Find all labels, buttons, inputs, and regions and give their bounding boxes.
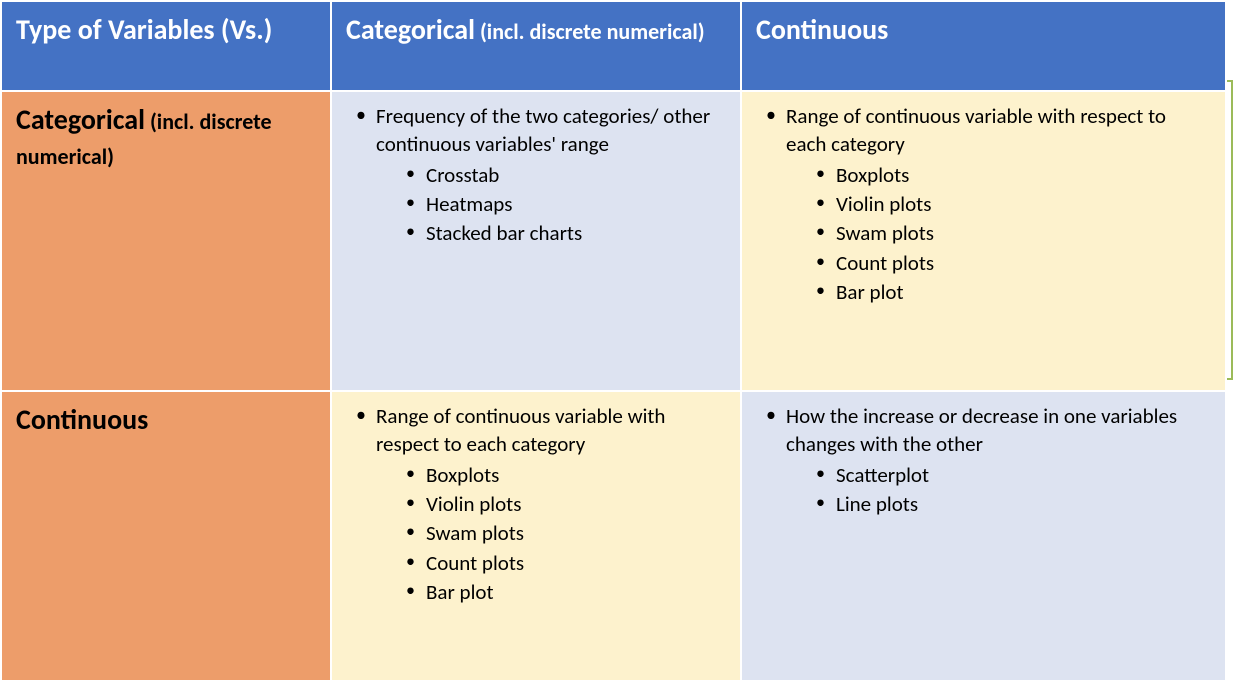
rowheader-r2-main: Continuous (16, 402, 148, 437)
header-corner-text: Type of Variables (Vs.) (16, 12, 272, 47)
list-item: Swam plots (426, 519, 726, 547)
cell-r1c2-items: BoxplotsViolin plotsSwam plotsCount plot… (786, 161, 1211, 307)
list-item: Violin plots (426, 490, 726, 518)
cell-categorical-continuous: Range of continuous variable with respec… (741, 91, 1226, 391)
cell-r2c1-list: Range of continuous variable with respec… (346, 402, 726, 606)
cell-r1c2-list: Range of continuous variable with respec… (756, 102, 1211, 306)
header-col1-sub: (incl. discrete numerical) (475, 18, 705, 45)
list-item: Boxplots (836, 161, 1211, 189)
header-row: Type of Variables (Vs.) Categorical (inc… (1, 1, 1226, 91)
header-col-continuous: Continuous (741, 1, 1226, 91)
rowheader-r1-main: Categorical (16, 102, 145, 137)
rowheader-categorical: Categorical (incl. discrete numerical) (1, 91, 331, 391)
header-col1-main: Categorical (346, 12, 475, 47)
cell-r1c2-lead-text: Range of continuous variable with respec… (786, 103, 1166, 157)
cell-r1c1-list: Frequency of the two categories/ other c… (346, 102, 726, 248)
row-categorical: Categorical (incl. discrete numerical) F… (1, 91, 1226, 391)
list-item: Line plots (836, 490, 1211, 518)
list-item: Swam plots (836, 219, 1211, 247)
list-item: Boxplots (426, 461, 726, 489)
cell-r2c1-lead-text: Range of continuous variable with respec… (376, 403, 665, 457)
list-item: Scatterplot (836, 461, 1211, 489)
cell-r1c1-lead: Frequency of the two categories/ other c… (374, 102, 726, 248)
cell-r2c1-lead: Range of continuous variable with respec… (374, 402, 726, 606)
header-col2-main: Continuous (756, 12, 888, 47)
cell-continuous-categorical: Range of continuous variable with respec… (331, 391, 741, 681)
header-col-categorical: Categorical (incl. discrete numerical) (331, 1, 741, 91)
list-item: Count plots (426, 549, 726, 577)
cell-continuous-continuous: How the increase or decrease in one vari… (741, 391, 1226, 681)
right-bracket-decoration (1227, 80, 1233, 380)
cell-r1c2-lead: Range of continuous variable with respec… (784, 102, 1211, 306)
cell-r1c1-items: CrosstabHeatmapsStacked bar charts (376, 161, 726, 248)
cell-r2c2-list: How the increase or decrease in one vari… (756, 402, 1211, 518)
cell-r2c2-lead: How the increase or decrease in one vari… (784, 402, 1211, 518)
row-continuous: Continuous Range of continuous variable … (1, 391, 1226, 681)
list-item: Bar plot (836, 278, 1211, 306)
cell-r2c2-lead-text: How the increase or decrease in one vari… (786, 403, 1177, 457)
rowheader-continuous: Continuous (1, 391, 331, 681)
list-item: Bar plot (426, 578, 726, 606)
list-item: Stacked bar charts (426, 219, 726, 247)
list-item: Heatmaps (426, 190, 726, 218)
variable-types-matrix: Type of Variables (Vs.) Categorical (inc… (0, 0, 1233, 681)
list-item: Crosstab (426, 161, 726, 189)
cell-r2c2-items: ScatterplotLine plots (786, 461, 1211, 519)
header-corner: Type of Variables (Vs.) (1, 1, 331, 91)
list-item: Violin plots (836, 190, 1211, 218)
list-item: Count plots (836, 249, 1211, 277)
cell-r2c1-items: BoxplotsViolin plotsSwam plotsCount plot… (376, 461, 726, 607)
matrix-table: Type of Variables (Vs.) Categorical (inc… (0, 0, 1227, 682)
cell-categorical-categorical: Frequency of the two categories/ other c… (331, 91, 741, 391)
cell-r1c1-lead-text: Frequency of the two categories/ other c… (376, 103, 710, 157)
